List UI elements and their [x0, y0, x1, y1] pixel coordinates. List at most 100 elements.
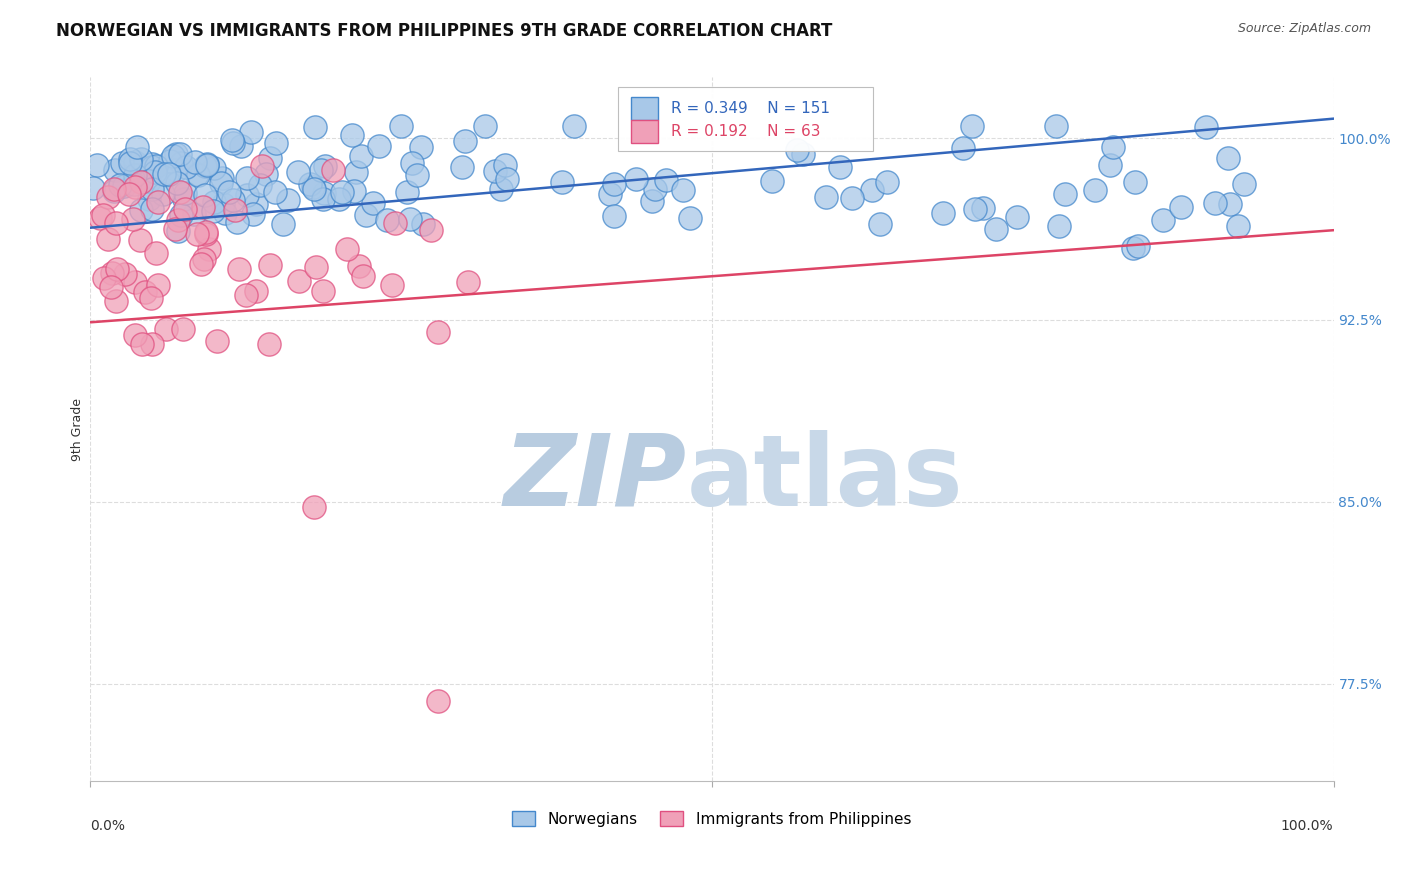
- Point: [495, 172, 517, 186]
- Point: [143, 165, 166, 179]
- Point: [110, 178, 132, 192]
- Point: [986, 221, 1008, 235]
- Point: [273, 217, 295, 231]
- Point: [97, 190, 120, 204]
- Point: [112, 178, 135, 193]
- Point: [103, 182, 125, 196]
- Point: [174, 202, 197, 216]
- Point: [841, 191, 863, 205]
- Point: [786, 143, 808, 157]
- Point: [311, 284, 333, 298]
- Point: [111, 156, 134, 170]
- Point: [602, 209, 624, 223]
- Point: [173, 192, 195, 206]
- Point: [222, 136, 245, 150]
- Point: [562, 119, 585, 133]
- Point: [104, 163, 127, 178]
- Point: [97, 232, 120, 246]
- Point: [202, 203, 225, 218]
- Point: [322, 163, 344, 178]
- Point: [1045, 119, 1067, 133]
- Point: [202, 195, 225, 210]
- Point: [299, 177, 322, 191]
- Point: [640, 194, 662, 208]
- Point: [1226, 219, 1249, 233]
- Point: [141, 156, 163, 170]
- Point: [104, 294, 127, 309]
- Point: [209, 176, 232, 190]
- Point: [162, 149, 184, 163]
- Point: [89, 211, 111, 226]
- Point: [193, 200, 215, 214]
- Point: [228, 262, 250, 277]
- Point: [159, 153, 181, 168]
- Point: [671, 183, 693, 197]
- Point: [347, 259, 370, 273]
- Point: [489, 182, 512, 196]
- Point: [156, 168, 179, 182]
- Point: [381, 277, 404, 292]
- Point: [221, 133, 243, 147]
- Point: [412, 217, 434, 231]
- Point: [395, 185, 418, 199]
- Point: [122, 212, 145, 227]
- Point: [869, 217, 891, 231]
- Point: [226, 215, 249, 229]
- Point: [124, 179, 146, 194]
- Point: [1099, 158, 1122, 172]
- Point: [494, 158, 516, 172]
- Point: [141, 202, 163, 217]
- Y-axis label: 9th Grade: 9th Grade: [72, 398, 84, 460]
- Point: [830, 160, 852, 174]
- Point: [146, 277, 169, 292]
- Point: [197, 242, 219, 256]
- Point: [454, 134, 477, 148]
- Point: [304, 120, 326, 134]
- Point: [163, 222, 186, 236]
- Point: [218, 185, 240, 199]
- Point: [190, 257, 212, 271]
- Point: [1054, 187, 1077, 202]
- Point: [114, 267, 136, 281]
- Point: [1084, 183, 1107, 197]
- Point: [167, 224, 190, 238]
- Point: [224, 203, 246, 218]
- Text: Source: ZipAtlas.com: Source: ZipAtlas.com: [1237, 22, 1371, 36]
- Point: [138, 192, 160, 206]
- Text: ZIP: ZIP: [503, 430, 686, 527]
- Point: [399, 212, 422, 227]
- Point: [860, 184, 883, 198]
- Point: [193, 252, 215, 266]
- Point: [118, 186, 141, 201]
- Point: [314, 160, 336, 174]
- Point: [194, 227, 217, 241]
- Point: [1233, 178, 1256, 192]
- Point: [100, 280, 122, 294]
- Point: [124, 154, 146, 169]
- Point: [138, 174, 160, 188]
- Point: [361, 195, 384, 210]
- Point: [170, 208, 193, 222]
- Point: [236, 171, 259, 186]
- Point: [952, 141, 974, 155]
- Point: [551, 175, 574, 189]
- Point: [186, 227, 208, 242]
- Point: [129, 152, 152, 166]
- Point: [1049, 219, 1071, 233]
- Point: [644, 182, 666, 196]
- Point: [257, 337, 280, 351]
- Point: [960, 119, 983, 133]
- Point: [277, 193, 299, 207]
- Point: [124, 168, 146, 182]
- Point: [401, 156, 423, 170]
- Point: [330, 186, 353, 200]
- Point: [103, 184, 125, 198]
- Point: [194, 159, 217, 173]
- Point: [197, 158, 219, 172]
- Point: [302, 179, 325, 194]
- Point: [305, 260, 328, 274]
- Point: [153, 167, 176, 181]
- Point: [104, 216, 127, 230]
- Point: [264, 136, 287, 150]
- Point: [245, 284, 267, 298]
